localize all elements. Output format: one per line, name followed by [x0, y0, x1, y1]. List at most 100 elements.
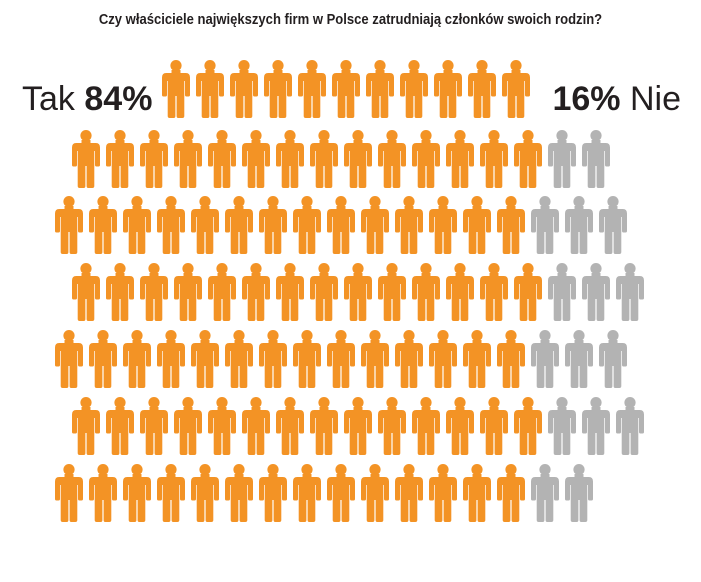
yes-person-icon: [140, 263, 168, 321]
yes-person-icon: [140, 130, 168, 188]
no-person-icon: [616, 397, 644, 455]
yes-person-icon: [276, 130, 304, 188]
no-person-icon: [599, 196, 627, 254]
yes-person-icon: [429, 464, 457, 522]
yes-person-icon: [378, 130, 406, 188]
yes-person-icon: [361, 196, 389, 254]
yes-person-icon: [174, 397, 202, 455]
yes-person-icon: [497, 464, 525, 522]
yes-person-icon: [157, 330, 185, 388]
yes-person-icon: [140, 397, 168, 455]
no-person-icon: [548, 263, 576, 321]
no-person-icon: [565, 330, 593, 388]
yes-person-icon: [225, 330, 253, 388]
yes-person-icon: [191, 464, 219, 522]
no-label: 16% Nie: [552, 80, 681, 118]
yes-person-icon: [480, 397, 508, 455]
yes-person-icon: [89, 464, 117, 522]
yes-person-icon: [434, 60, 462, 118]
yes-person-icon: [264, 60, 292, 118]
no-person-icon: [548, 397, 576, 455]
yes-person-icon: [310, 397, 338, 455]
yes-person-icon: [361, 464, 389, 522]
yes-person-icon: [123, 330, 151, 388]
yes-person-icon: [106, 397, 134, 455]
yes-person-icon: [344, 397, 372, 455]
no-person-icon: [616, 263, 644, 321]
yes-person-icon: [463, 464, 491, 522]
yes-person-icon: [366, 60, 394, 118]
yes-person-icon: [55, 330, 83, 388]
yes-person-icon: [412, 397, 440, 455]
yes-person-icon: [327, 196, 355, 254]
yes-person-icon: [332, 60, 360, 118]
yes-person-icon: [276, 397, 304, 455]
no-person-icon: [582, 397, 610, 455]
no-person-icon: [599, 330, 627, 388]
yes-person-icon: [242, 397, 270, 455]
yes-person-icon: [162, 60, 190, 118]
yes-person-icon: [293, 196, 321, 254]
yes-person-icon: [157, 196, 185, 254]
yes-person-icon: [55, 464, 83, 522]
yes-person-icon: [157, 464, 185, 522]
no-person-icon: [531, 464, 559, 522]
yes-person-icon: [344, 263, 372, 321]
yes-person-icon: [225, 464, 253, 522]
yes-person-icon: [412, 130, 440, 188]
yes-person-icon: [191, 330, 219, 388]
yes-person-icon: [293, 464, 321, 522]
yes-person-icon: [344, 130, 372, 188]
yes-person-icon: [480, 263, 508, 321]
yes-person-icon: [497, 196, 525, 254]
yes-person-icon: [191, 196, 219, 254]
yes-label: Tak 84%: [22, 80, 152, 118]
yes-person-icon: [412, 263, 440, 321]
yes-person-icon: [361, 330, 389, 388]
yes-person-icon: [463, 330, 491, 388]
no-person-icon: [548, 130, 576, 188]
yes-person-icon: [208, 130, 236, 188]
yes-person-icon: [446, 130, 474, 188]
yes-person-icon: [174, 263, 202, 321]
yes-person-icon: [72, 130, 100, 188]
yes-person-icon: [395, 330, 423, 388]
yes-person-icon: [225, 196, 253, 254]
yes-person-icon: [72, 397, 100, 455]
no-person-icon: [531, 196, 559, 254]
yes-person-icon: [123, 464, 151, 522]
no-person-icon: [582, 130, 610, 188]
yes-person-icon: [259, 196, 287, 254]
yes-person-icon: [463, 196, 491, 254]
yes-person-icon: [429, 196, 457, 254]
yes-person-icon: [208, 397, 236, 455]
yes-person-icon: [378, 397, 406, 455]
yes-person-icon: [327, 330, 355, 388]
no-value: 16%: [552, 80, 620, 118]
yes-person-icon: [480, 130, 508, 188]
no-person-icon: [565, 196, 593, 254]
yes-person-icon: [259, 464, 287, 522]
figure-grid: [55, 60, 644, 522]
yes-value: 84%: [84, 80, 152, 118]
yes-person-icon: [502, 60, 530, 118]
yes-person-icon: [106, 263, 134, 321]
yes-person-icon: [123, 196, 151, 254]
yes-person-icon: [259, 330, 287, 388]
no-person-icon: [582, 263, 610, 321]
yes-person-icon: [310, 263, 338, 321]
yes-person-icon: [514, 397, 542, 455]
yes-person-icon: [395, 464, 423, 522]
yes-person-icon: [514, 263, 542, 321]
yes-person-icon: [196, 60, 224, 118]
yes-person-icon: [72, 263, 100, 321]
yes-person-icon: [230, 60, 258, 118]
yes-person-icon: [327, 464, 355, 522]
no-person-icon: [531, 330, 559, 388]
yes-person-icon: [55, 196, 83, 254]
yes-person-icon: [468, 60, 496, 118]
yes-person-icon: [497, 330, 525, 388]
yes-person-icon: [89, 196, 117, 254]
yes-person-icon: [106, 130, 134, 188]
